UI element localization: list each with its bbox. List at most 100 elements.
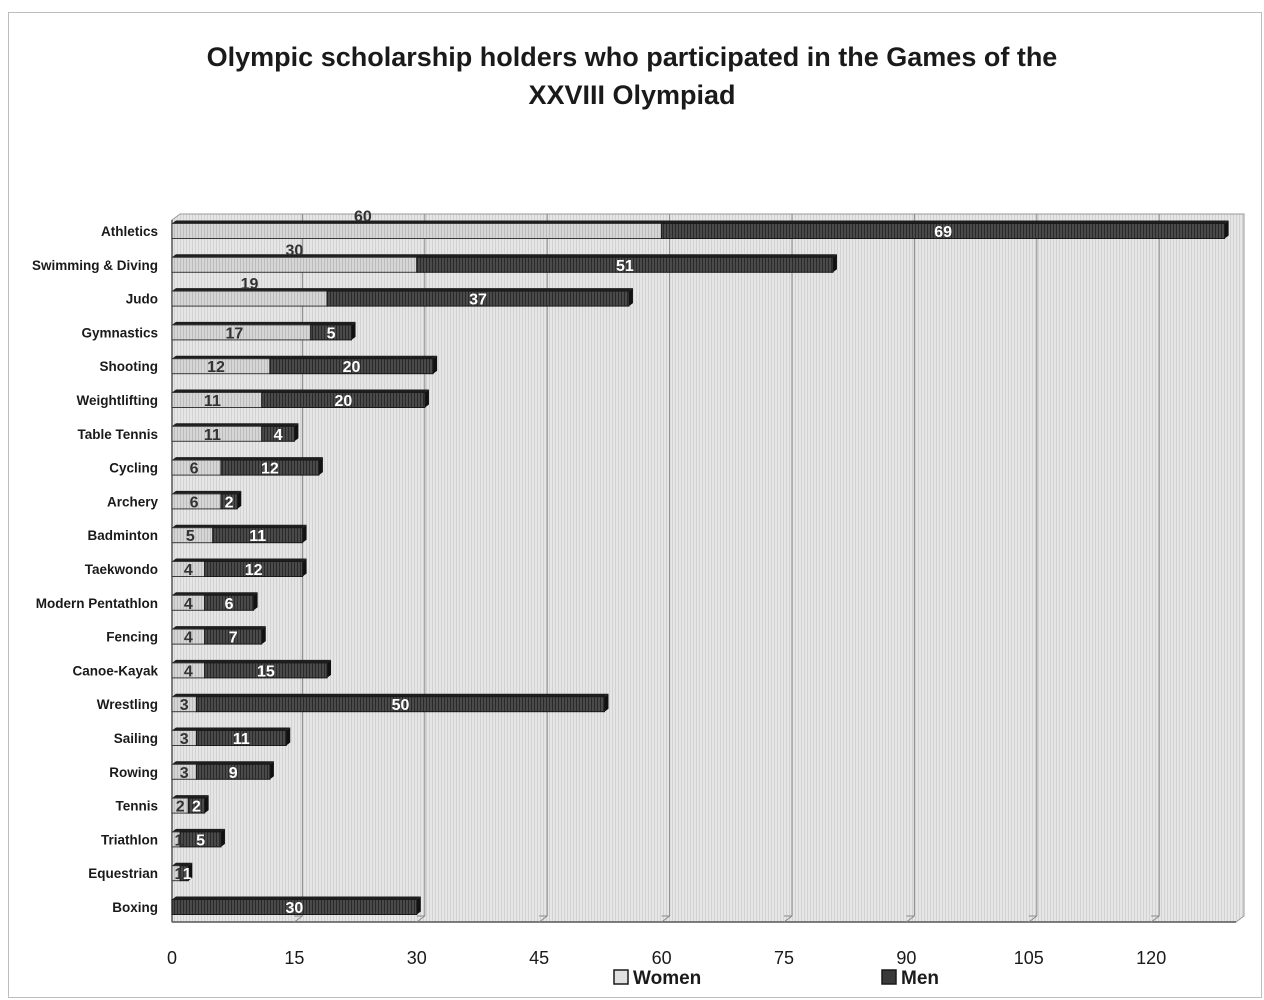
bar-top-face	[172, 693, 609, 697]
x-tick-label: 60	[652, 948, 672, 968]
bar-men	[187, 797, 206, 814]
legend: Women Men	[613, 968, 939, 989]
bar-top-face	[172, 524, 307, 528]
gridline-depth	[294, 915, 303, 923]
plot-background	[171, 213, 1245, 923]
bar-men	[220, 493, 238, 510]
bar-men	[179, 831, 222, 848]
value-label-men: 50	[392, 697, 410, 714]
value-label-women: 1	[175, 866, 184, 883]
category-labels: Athletics Swimming & Diving Judo Gymnastics…	[32, 224, 159, 915]
category-label: Modern Pentathlon	[36, 596, 158, 611]
value-label-men: 6	[225, 596, 234, 613]
bar-end-cap	[604, 693, 609, 712]
bar-end-cap	[327, 659, 332, 678]
category-label: Badminton	[88, 528, 159, 543]
value-label-women: 1	[175, 832, 184, 849]
bar-end-cap	[433, 355, 438, 374]
bar-row: 12 20	[171, 355, 438, 376]
legend-swatch	[881, 969, 897, 985]
category-label: Triathlon	[101, 832, 158, 847]
value-label-women: 30	[286, 242, 304, 259]
value-label-women: 4	[184, 562, 193, 579]
bar-end-cap	[832, 254, 837, 273]
x-tick-label: 30	[407, 948, 427, 968]
x-tick-label: 75	[774, 948, 794, 968]
category-label: Weightlifting	[77, 393, 158, 408]
x-tick-label: 15	[284, 948, 304, 968]
value-label-men: 9	[229, 765, 238, 782]
bar-end-cap	[351, 321, 356, 340]
value-label-men: 5	[196, 832, 205, 849]
bar-men	[204, 594, 255, 611]
bar-row: 30 51	[171, 242, 837, 275]
bar-end-cap	[424, 389, 429, 408]
category-label: Equestrian	[88, 866, 158, 881]
bar-row: 5 11	[171, 524, 307, 545]
gridline-depth	[1150, 915, 1160, 923]
bar-top-face	[172, 795, 209, 799]
category-label: Gymnastics	[81, 325, 158, 340]
gridline-depth	[538, 915, 548, 923]
gridline-depth	[1028, 915, 1038, 923]
legend-label: Men	[901, 968, 939, 989]
category-label: Tennis	[115, 799, 158, 814]
value-label-women: 60	[354, 209, 372, 226]
category-label: Sailing	[114, 731, 158, 746]
bar-top-face	[172, 558, 307, 562]
category-label: Wrestling	[97, 697, 158, 712]
legend-item: Women	[613, 968, 701, 989]
bar-end-cap	[1224, 220, 1229, 239]
bar-end-cap	[302, 524, 307, 543]
category-label: Athletics	[101, 224, 158, 239]
bar-men	[416, 256, 834, 273]
x-tick-label: 45	[529, 948, 549, 968]
category-label: Taekwondo	[85, 562, 158, 577]
bar-row: 6 12	[171, 457, 323, 478]
legend-item: Men	[881, 968, 939, 989]
value-label-men: 4	[274, 427, 283, 444]
bar-end-cap	[204, 795, 209, 814]
bar-end-cap	[628, 288, 633, 307]
bar-men	[204, 628, 263, 645]
value-label-men: 2	[225, 494, 234, 511]
bar-top-face	[172, 626, 266, 630]
chart-title: Olympic scholarship holders who particip…	[0, 38, 1264, 114]
legend-swatch	[613, 969, 629, 985]
category-label: Shooting	[100, 359, 158, 374]
value-label-men: 7	[229, 630, 238, 647]
bar-end-cap	[302, 558, 307, 577]
bar-top-face	[172, 761, 274, 765]
bar-end-cap	[286, 727, 291, 746]
bar-top-face	[172, 355, 438, 359]
category-label: Canoe-Kayak	[72, 663, 158, 678]
category-label: Rowing	[109, 765, 158, 780]
value-label-women: 12	[207, 359, 225, 376]
bar-men	[269, 358, 434, 375]
bar-men	[212, 527, 304, 544]
bar-men	[204, 662, 328, 679]
chart-title-line-1: Olympic scholarship holders who particip…	[206, 42, 1058, 72]
bar-men	[179, 865, 189, 882]
bar-top-face	[172, 659, 332, 663]
bar-top-face	[172, 288, 633, 292]
bar-end-cap	[220, 828, 225, 847]
bar-end-cap	[261, 626, 266, 645]
value-label-men: 20	[334, 393, 352, 410]
bar-men	[220, 459, 320, 476]
bar-top-face	[172, 896, 421, 900]
category-label: Boxing	[112, 900, 158, 915]
value-label-men: 1	[183, 866, 192, 883]
value-label-men: 15	[257, 663, 275, 680]
value-label-men: 69	[934, 224, 952, 241]
value-label-men: 5	[327, 325, 336, 342]
value-label-men: 37	[469, 292, 487, 309]
bar-top-face	[172, 220, 1229, 224]
bar-end-cap	[269, 761, 274, 780]
x-tick-label: 0	[167, 948, 177, 968]
bar-top-face	[172, 490, 242, 494]
